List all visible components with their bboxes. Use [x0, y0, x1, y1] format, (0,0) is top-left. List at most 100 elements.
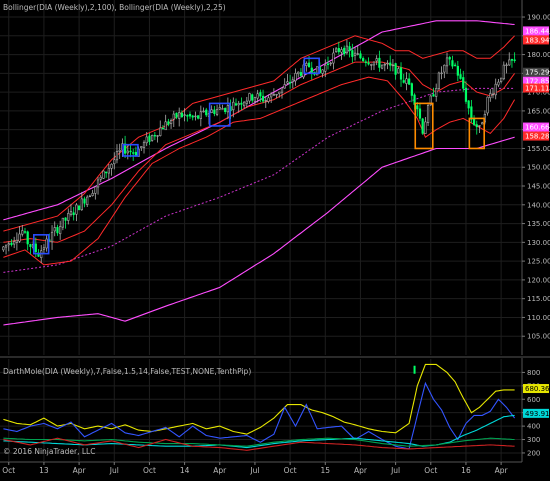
price-tick-label: 105.00: [527, 333, 550, 341]
candle-body: [61, 217, 64, 228]
candle-body: [253, 97, 257, 102]
price-value-tag: [523, 76, 549, 86]
candle-body: [156, 135, 159, 137]
candle-body: [251, 94, 254, 101]
price-value-tag-text: 172.85: [525, 78, 550, 86]
candle-body: [164, 121, 167, 131]
candle-body: [353, 52, 357, 56]
indicator-label: DarthMole(DIA (Weekly),7,False,1.5,14,Fa…: [3, 367, 251, 376]
candle-body: [126, 150, 129, 154]
candle-body: [45, 238, 48, 249]
candle-body: [148, 135, 151, 142]
bollinger-25-band: [3, 35, 516, 266]
price-tick-label: 120.00: [527, 276, 550, 284]
candle-body: [172, 113, 175, 120]
price-value-tag-text: 158.28: [525, 133, 550, 141]
highlight-box: [208, 102, 231, 127]
x-tick-label: Oct: [284, 466, 297, 475]
candle-body: [489, 93, 492, 99]
candle-body: [53, 227, 56, 232]
candle-body: [367, 62, 370, 65]
candle-body: [418, 108, 422, 119]
x-tick-label: 14: [180, 466, 190, 475]
candle-body: [224, 107, 227, 112]
candle-body: [221, 108, 224, 110]
indicator-line-1: [3, 363, 515, 435]
candle-body: [77, 205, 81, 211]
candle-body: [478, 125, 481, 127]
x-tick-label: 15: [321, 466, 331, 475]
x-tick-label: Apr: [213, 466, 227, 475]
candle-body: [432, 94, 435, 97]
candle-body: [99, 176, 102, 180]
candle-body: [286, 81, 289, 84]
candle-body: [183, 114, 186, 116]
candle-body: [134, 151, 138, 156]
candle-body: [370, 64, 373, 66]
bollinger-100-upper: [3, 20, 515, 221]
candle-body: [459, 74, 462, 79]
candle-body: [261, 95, 265, 102]
candle-body: [86, 196, 89, 205]
candle-body: [110, 163, 113, 169]
candle-body: [59, 226, 62, 235]
price-value-tag: [523, 35, 549, 45]
highlight-box: [468, 117, 485, 150]
price-value-tag: [523, 122, 549, 132]
candle-body: [18, 233, 21, 242]
candle-body: [472, 118, 476, 125]
candle-body: [248, 93, 251, 102]
highlight-boxes: [33, 57, 485, 255]
candle-body: [426, 105, 430, 124]
candle-body: [299, 72, 303, 76]
candle-body: [386, 62, 389, 65]
candle-body: [437, 72, 441, 89]
indicator-tick-label: 300: [527, 436, 540, 444]
candle-body: [497, 81, 500, 86]
candle-body: [372, 61, 376, 66]
candle-body: [123, 143, 127, 154]
candle-body: [88, 195, 92, 198]
candle-body: [429, 95, 432, 106]
candle-body: [435, 88, 438, 97]
candle-body: [270, 93, 273, 98]
candle-body: [391, 64, 395, 67]
candle-body: [334, 48, 338, 52]
price-tick-label: 165.00: [527, 107, 550, 115]
candle-body: [197, 115, 200, 119]
indicator-tick-label: 200: [527, 449, 540, 457]
candle-body: [399, 67, 403, 80]
price-tick-label: 125.00: [527, 258, 550, 266]
bollinger-100-middle: [3, 87, 515, 273]
candle-body: [362, 58, 365, 62]
candle-body: [505, 64, 508, 66]
price-value-tag-text: 186.44: [525, 27, 550, 35]
candle-body: [83, 198, 86, 204]
candle-body: [42, 247, 46, 250]
candle-body: [416, 105, 419, 110]
candle-body: [359, 53, 362, 59]
candle-body: [456, 65, 459, 76]
price-tick-label: 140.00: [527, 201, 550, 209]
price-tick-label: 145.00: [527, 183, 550, 191]
x-tick-label: Oct: [2, 466, 15, 475]
price-value-tag-text: 160.66: [525, 124, 550, 132]
indicator-line-2: [3, 381, 516, 450]
price-value-tag: [523, 131, 549, 141]
candle-body: [310, 67, 313, 73]
candle-body: [96, 179, 100, 188]
candle-body: [213, 109, 216, 114]
candle-body: [329, 62, 332, 65]
candle-body: [288, 81, 292, 84]
candle-body: [402, 80, 405, 83]
candle-body: [113, 159, 116, 165]
candle-body: [107, 168, 110, 174]
candle-body: [256, 93, 259, 99]
candle-body: [326, 63, 330, 65]
x-tick-label: Apr: [73, 466, 87, 475]
indicator-line-5: [3, 437, 515, 451]
candle-body: [348, 46, 351, 52]
x-tick-label: Jul: [390, 466, 400, 475]
